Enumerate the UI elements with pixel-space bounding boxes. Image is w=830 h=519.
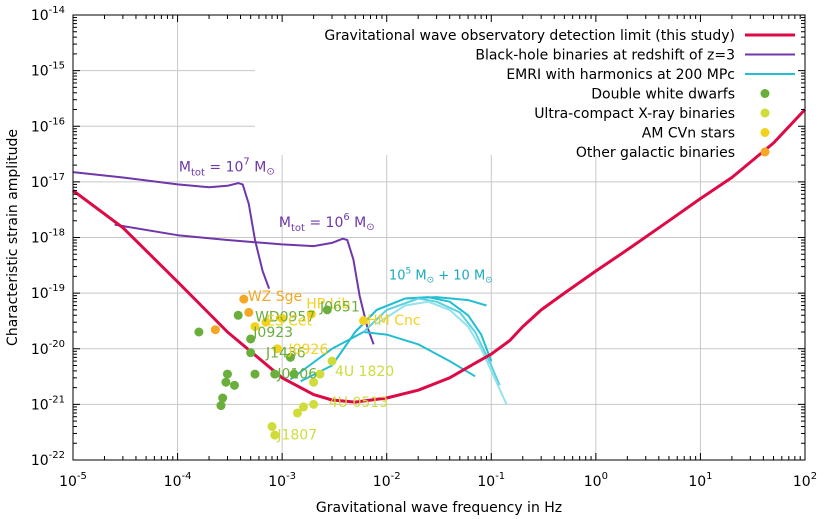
legend-swatch-point: [760, 89, 770, 98]
data-point: [222, 369, 232, 379]
point-annotation: WZ Sge: [248, 289, 302, 305]
data-point: [216, 401, 226, 411]
curve-labels-group: Mtot = 107 M⊙ Mtot = 106 M⊙ 105 M⊙ + 10 M⊙: [179, 156, 493, 285]
y-tick-label: 10-19: [31, 283, 65, 302]
data-point: [359, 316, 369, 326]
legend-label: Other galactic binaries: [576, 145, 735, 161]
point-annotation: ES Cet: [266, 314, 313, 330]
point-annotation: J1807: [276, 427, 317, 443]
legend-swatch-point: [760, 128, 770, 137]
data-point: [270, 430, 280, 440]
data-point: [250, 322, 260, 332]
point-annotation: HM Cnc: [367, 313, 420, 329]
point-annotation: 4U 0513: [329, 395, 388, 411]
data-point: [233, 310, 243, 320]
data-point: [270, 369, 280, 379]
point-annotation: 4U 1820: [335, 364, 394, 380]
data-point: [210, 325, 220, 335]
point-annotation: J0106: [276, 366, 317, 382]
data-point: [277, 313, 287, 323]
curve-label: Mtot = 107 M⊙: [179, 156, 275, 178]
y-axis-label: Characteristic strain amplitude: [5, 129, 21, 346]
data-point: [315, 369, 325, 379]
axis-ticks: 10-5 10-4 10-3 10-2 10-1 100 101 102 10-22 10-21 1…: [31, 5, 817, 490]
y-tick-label: 10-18: [31, 228, 65, 247]
curve-label: Mtot = 106 M⊙: [279, 212, 375, 234]
series-line-emri_1: [289, 331, 476, 381]
legend-label: Gravitational wave observatory detection…: [324, 28, 735, 44]
series-line-bhb_1e7: [72, 171, 271, 290]
series-line-emri_3: [354, 296, 493, 362]
x-tick-label: 10-1: [477, 471, 505, 490]
data-point: [309, 399, 319, 409]
x-tick-label: 100: [584, 471, 608, 490]
legend: Gravitational wave observatory detection…: [324, 28, 795, 161]
data-point: [306, 309, 316, 319]
data-point: [261, 317, 271, 327]
x-tick-label: 10-4: [164, 471, 192, 490]
legend-label: AM CVn stars: [642, 126, 735, 142]
y-tick-label: 10-22: [31, 450, 65, 469]
grid-lines: [73, 15, 805, 460]
x-tick-label: 101: [688, 471, 712, 490]
data-point: [285, 352, 295, 362]
y-tick-label: 10-15: [31, 61, 65, 80]
y-tick-label: 10-17: [31, 172, 65, 191]
data-point: [229, 380, 239, 390]
data-point: [292, 408, 302, 418]
point-annotation: WD0957: [255, 309, 315, 325]
y-tick-label: 10-16: [31, 116, 65, 135]
point-annotation: J0923: [252, 325, 293, 341]
point-annotation: J1436: [265, 346, 306, 362]
legend-label: Double white dwarfs: [591, 87, 735, 103]
data-point: [267, 422, 277, 432]
legend-swatch-point: [760, 147, 770, 157]
point-annotation: J0926: [287, 342, 328, 358]
data-point: [239, 294, 249, 304]
data-point: [244, 307, 254, 317]
data-point: [218, 393, 228, 403]
x-tick-label: 10-3: [268, 471, 296, 490]
points-group: [194, 294, 369, 440]
point-annotation: HP Lib: [306, 297, 350, 313]
point-annotation: J0651: [319, 299, 360, 315]
x-axis-label: Gravitational wave frequency in Hz: [316, 500, 562, 516]
data-point: [309, 377, 319, 387]
data-point: [246, 334, 256, 344]
data-point: [246, 348, 256, 358]
data-point: [250, 369, 260, 379]
x-tick-label: 10-2: [373, 471, 401, 490]
legend-swatch-point: [760, 108, 770, 118]
x-tick-label: 10-5: [59, 471, 87, 490]
data-point: [272, 344, 282, 354]
series-line-emri_4: [362, 297, 501, 386]
legend-label: Ultra-compact X-ray binaries: [534, 106, 735, 122]
legend-label: Black-hole binaries at redshift of z=3: [475, 48, 735, 64]
series-line-emri_5: [376, 300, 508, 405]
x-tick-label: 102: [793, 471, 817, 490]
data-point: [327, 356, 337, 366]
data-point: [322, 305, 332, 315]
data-point: [289, 369, 299, 379]
series-line-bhb_1e6: [114, 223, 375, 345]
data-point: [298, 402, 308, 412]
y-tick-label: 10-20: [31, 339, 65, 358]
curve-label: 105 M⊙ + 10 M⊙: [389, 267, 493, 286]
y-tick-label: 10-14: [31, 5, 65, 24]
legend-label: EMRI with harmonics at 200 MPc: [506, 67, 735, 83]
data-point: [221, 377, 231, 387]
y-tick-label: 10-21: [31, 394, 65, 413]
data-point: [194, 327, 204, 337]
